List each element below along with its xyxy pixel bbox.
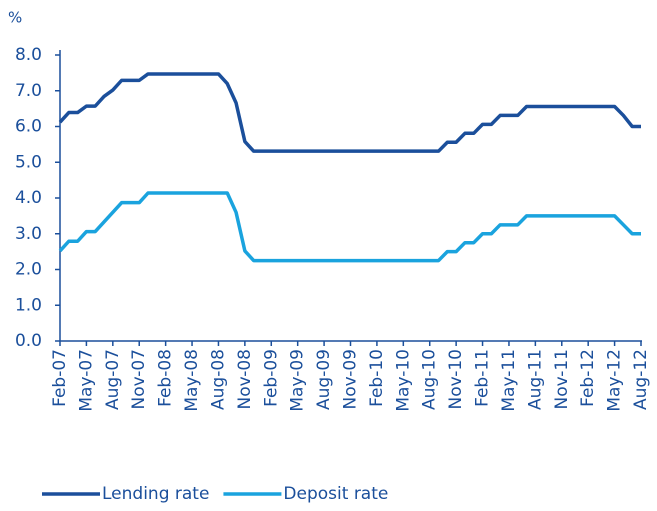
y-tick-label: 7.0 [15, 81, 42, 101]
x-tick-label: Nov-10 [446, 349, 466, 410]
x-tick-label: Nov-09 [341, 349, 361, 410]
x-tick-label: Aug-11 [525, 349, 545, 410]
x-tick-label: May-08 [182, 349, 202, 412]
x-tick-label: Nov-08 [235, 349, 255, 410]
y-tick-label: 4.0 [15, 188, 42, 208]
y-unit: % [8, 9, 22, 27]
line-series [58, 72, 641, 153]
y-tick-label: 3.0 [15, 224, 42, 244]
x-tick-label: May-11 [499, 349, 519, 412]
x-tick-label: Feb-07 [50, 349, 70, 407]
x-tick-label: Nov-07 [129, 349, 149, 410]
x-tick-label: Feb-08 [156, 349, 176, 407]
x-tick-label: Nov-11 [552, 349, 572, 410]
y-tick-label: 6.0 [15, 117, 42, 137]
x-tick-label: May-07 [76, 349, 96, 412]
legend-label: Deposit rate [283, 484, 388, 504]
x-tick-label: Feb-09 [261, 349, 281, 407]
x-tick-label: May-10 [393, 349, 413, 412]
y-tick-label: 1.0 [15, 295, 42, 315]
x-tick-label: Aug-10 [420, 349, 440, 410]
line-series [58, 191, 641, 263]
legend-label: Lending rate [102, 484, 209, 504]
y-tick-label: 0.0 [15, 331, 42, 351]
x-tick-label: Feb-11 [473, 349, 493, 407]
x-tick-label: May-12 [605, 349, 625, 412]
x-tick-label: Aug-07 [103, 349, 123, 410]
x-tick-label: Feb-12 [578, 349, 598, 407]
y-tick-label: 5.0 [15, 152, 42, 172]
x-tick-label: Aug-08 [208, 349, 228, 410]
x-tick-label: Feb-10 [367, 349, 387, 407]
x-tick-label: Aug-09 [314, 349, 334, 410]
x-tick-label: May-09 [288, 349, 308, 412]
x-tick-label: Aug-12 [631, 349, 651, 410]
y-tick-label: 8.0 [15, 45, 42, 65]
y-tick-label: 2.0 [15, 260, 42, 280]
